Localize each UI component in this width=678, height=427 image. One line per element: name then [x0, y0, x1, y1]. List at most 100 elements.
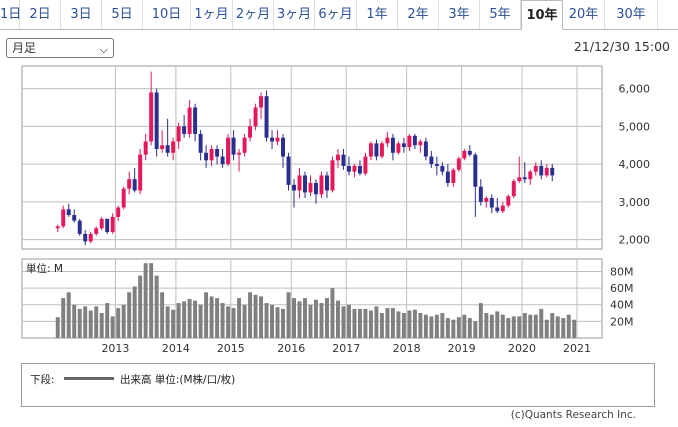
candle-body [242, 137, 247, 153]
candle-body [544, 167, 549, 176]
candle-body [77, 220, 82, 234]
candle-body [314, 182, 318, 195]
candle-body [357, 165, 362, 174]
tab-2[interactable]: 3日 [61, 0, 102, 29]
period-select[interactable]: 月足 ⌵ [6, 38, 114, 58]
candle-body [264, 96, 269, 138]
volume-bar [390, 308, 395, 338]
candle-body [522, 177, 527, 180]
tab-7[interactable]: 3ヶ月 [274, 0, 315, 29]
candle-body [440, 165, 445, 172]
volume-bar [242, 304, 247, 338]
volume-bar [171, 309, 176, 338]
candle-body [462, 150, 467, 159]
candle-body [143, 141, 148, 155]
year-label: 2020 [508, 342, 536, 355]
candle-body [335, 154, 340, 161]
volume-unit-label: 単位: M [26, 262, 63, 275]
tab-15[interactable]: 30年 [605, 0, 658, 29]
tab-8[interactable]: 6ヶ月 [315, 0, 357, 29]
candle-body [550, 167, 555, 176]
candle-body [341, 154, 346, 166]
volume-bar [303, 298, 307, 338]
candle-body [198, 133, 203, 153]
candle-body [429, 156, 434, 165]
year-label: 2016 [277, 342, 305, 355]
candle-body [226, 137, 231, 165]
candle-body [281, 137, 285, 157]
year-label: 2018 [393, 342, 421, 355]
volume-bar [451, 319, 456, 338]
tab-1[interactable]: 2日 [20, 0, 61, 29]
candle-body [55, 226, 60, 229]
candle-body [385, 137, 390, 144]
legend-volume-swatch [64, 377, 114, 380]
volume-tick-label: 80M [610, 265, 634, 278]
candle-body [346, 165, 351, 172]
volume-bar [187, 298, 192, 338]
tab-12[interactable]: 5年 [480, 0, 521, 29]
candle-body [204, 152, 209, 161]
candle-body [473, 154, 478, 187]
volume-tick-label: 20M [610, 315, 634, 328]
tab-11[interactable]: 3年 [439, 0, 480, 29]
volume-tick-label: 60M [610, 282, 634, 295]
volume-bar [407, 310, 412, 338]
candle-body [94, 228, 99, 234]
candle-body [308, 182, 313, 193]
price-tick-label: 6,000 [619, 83, 651, 96]
volume-bar [72, 304, 77, 338]
price-tick-label: 4,000 [619, 158, 651, 171]
volume-bar [83, 306, 88, 338]
candle-body [275, 137, 280, 142]
tab-0[interactable]: 1日 [0, 0, 21, 29]
candle-body [248, 126, 253, 138]
tab-5[interactable]: 1ヶ月 [191, 0, 233, 29]
candle-body [149, 92, 154, 142]
volume-bar [495, 311, 500, 338]
candle-body [209, 149, 214, 161]
candle-body [182, 126, 187, 134]
tab-6[interactable]: 2ヶ月 [233, 0, 274, 29]
volume-bar [253, 294, 258, 338]
candle-body [533, 165, 538, 172]
tab-4[interactable]: 10日 [143, 0, 191, 29]
volume-bar [418, 313, 423, 338]
volume-bar [264, 303, 269, 338]
candle-body [116, 207, 121, 217]
candle-body [187, 107, 192, 134]
legend-series-label: 出来高 単位:(M株/口/枚) [120, 374, 236, 386]
candle-body [127, 179, 132, 189]
candle-body [132, 179, 137, 191]
candle-body [511, 181, 516, 197]
volume-bar [99, 313, 104, 338]
candle-body [500, 205, 505, 212]
volume-bar [467, 318, 472, 338]
volume-bar [429, 316, 434, 338]
volume-bar [308, 304, 313, 338]
volume-bar [456, 317, 461, 338]
price-tick-label: 2,000 [619, 234, 651, 247]
volume-bar [154, 275, 159, 338]
volume-bar [66, 292, 71, 338]
volume-bar [204, 292, 209, 338]
candle-body [352, 165, 357, 172]
candle-body [160, 145, 165, 150]
tab-10[interactable]: 2年 [398, 0, 439, 29]
tab-13[interactable]: 10年 [521, 0, 563, 30]
volume-bar [88, 310, 93, 338]
candle-body [451, 169, 456, 183]
volume-bar [193, 300, 198, 338]
candle-body [237, 152, 242, 155]
candle-body [445, 171, 450, 183]
tab-14[interactable]: 20年 [563, 0, 605, 29]
volume-bar [286, 292, 291, 338]
tab-9[interactable]: 1年 [357, 0, 398, 29]
volume-bar [539, 308, 544, 338]
volume-bar [160, 292, 165, 338]
candle-body [193, 107, 198, 134]
candle-body [412, 135, 417, 146]
tab-3[interactable]: 5日 [102, 0, 143, 29]
price-tick-label: 5,000 [619, 120, 651, 133]
